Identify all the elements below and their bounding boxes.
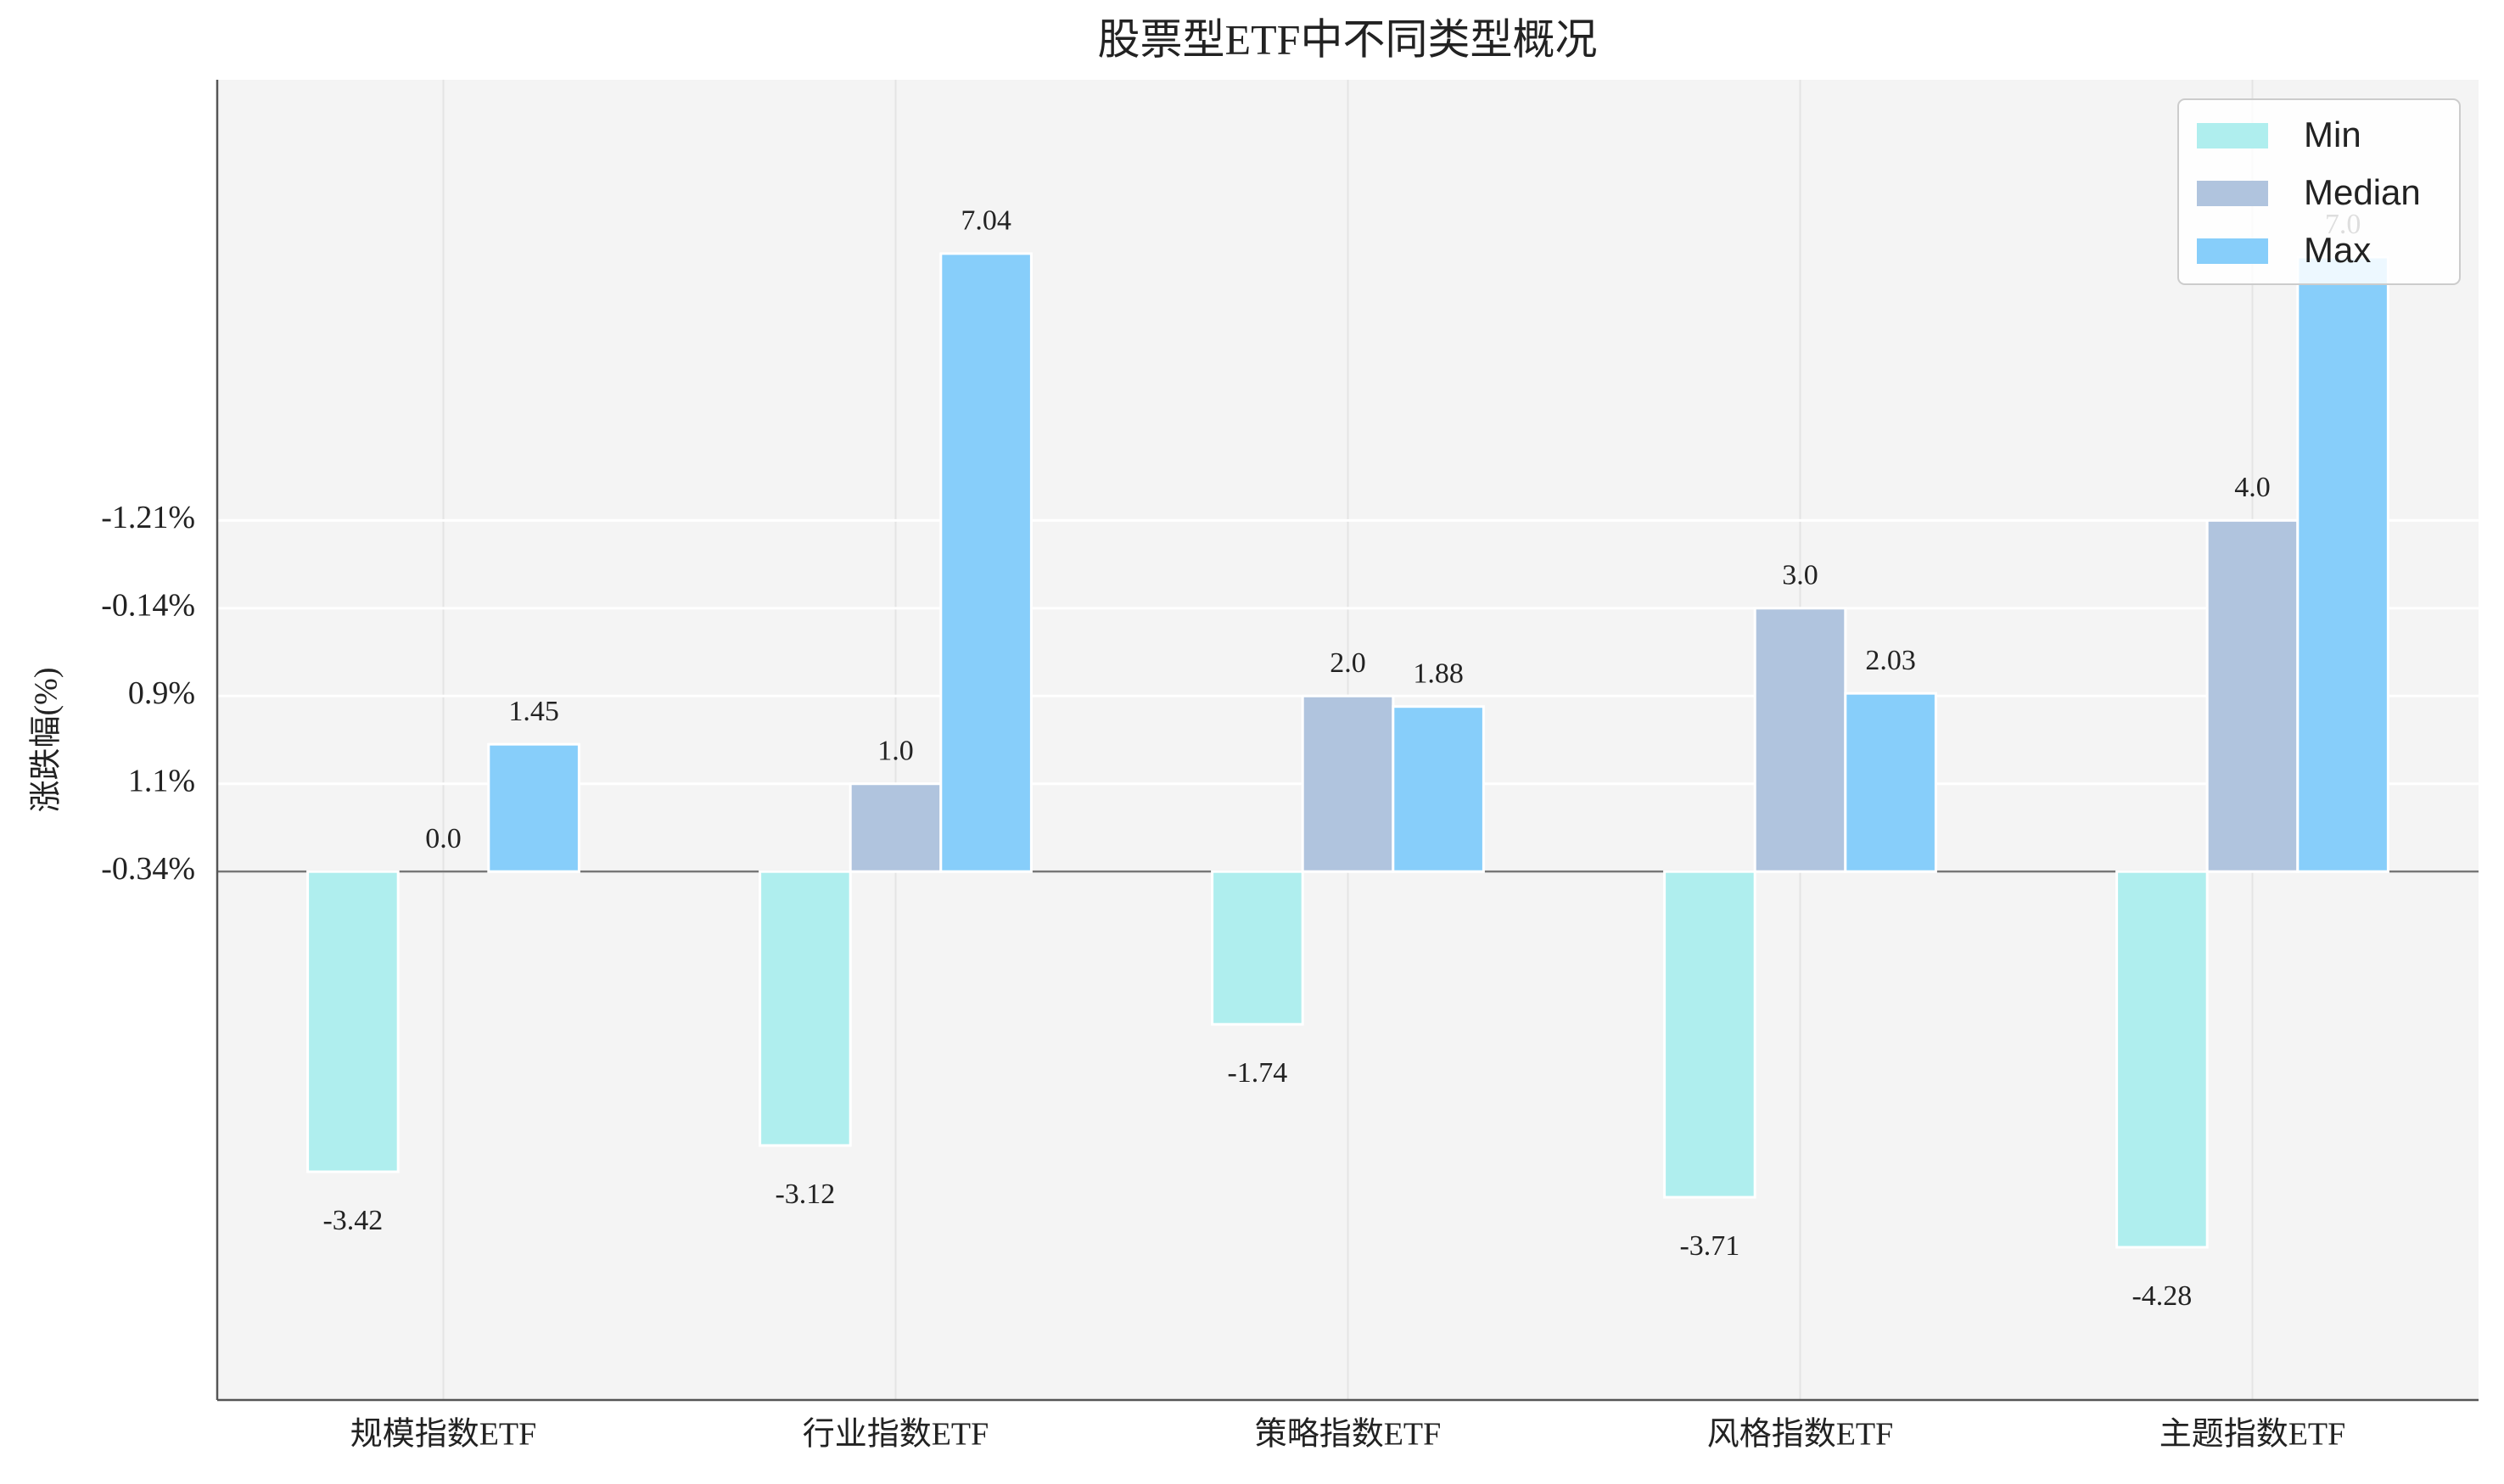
chart-title: 股票型ETF中不同类型概况 [1098,15,1598,63]
data-label: 2.0 [1330,647,1366,679]
legend-swatch [2197,123,2268,148]
bar [1753,607,1847,873]
bar [759,870,852,1147]
bar [306,870,400,1173]
bar [1301,694,1395,873]
x-tick-label: 规模指数ETF [350,1417,537,1453]
y-tick-label: -1.21% [101,500,195,535]
data-label: 4.0 [2234,472,2271,503]
legend-label: Median [2304,172,2421,212]
y-tick-label: 1.1% [128,763,195,798]
bar [2296,255,2389,873]
bar [1663,870,1756,1199]
data-label: -4.28 [2131,1280,2192,1312]
data-label: 3.0 [1782,560,1818,591]
bar [1211,870,1304,1026]
x-tick-label: 策略指数ETF [1255,1417,1442,1453]
data-label: 1.88 [1413,658,1464,689]
data-label: -1.74 [1227,1057,1287,1089]
data-label: 0.0 [425,823,462,854]
bar [1844,692,1937,873]
bar [939,252,1033,873]
legend: Min Median Max [2177,98,2461,285]
y-axis-label: 涨跌幅(%) [29,668,64,813]
bar [2205,518,2300,873]
data-label: -3.42 [322,1205,383,1236]
y-tick-label: -0.34% [101,851,195,887]
x-tick-label: 行业指数ETF [803,1417,989,1453]
bar [487,742,580,873]
legend-label: Max [2304,230,2371,270]
x-tick-label: 主题指数ETF [2159,1417,2346,1453]
y-tick-label: -0.14% [101,588,195,624]
bar [2115,870,2209,1249]
data-label: 1.45 [508,696,559,727]
data-label: -3.12 [775,1179,835,1210]
legend-swatch [2197,181,2268,206]
data-label: -3.71 [1679,1230,1739,1262]
y-tick-label: 0.9% [128,675,195,711]
data-label: 7.04 [961,205,1011,237]
data-label: 2.03 [1865,645,1916,676]
legend-label: Min [2304,115,2361,154]
x-tick-label: 风格指数ETF [1707,1417,1894,1453]
bar [1392,705,1485,873]
legend-swatch [2197,238,2268,264]
data-label: 1.0 [877,736,914,767]
bar [849,782,943,873]
